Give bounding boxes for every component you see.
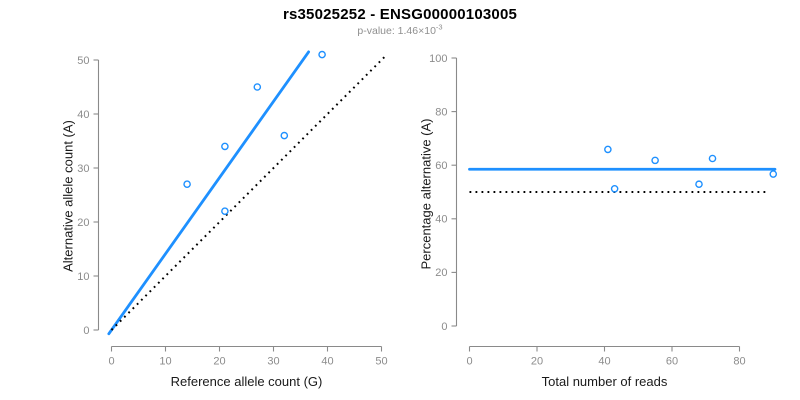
left-x-tick-label: 50 (375, 356, 387, 368)
right-y-tick-label: 40 (435, 214, 447, 226)
left-data-point (280, 131, 289, 140)
left-data-point (253, 83, 262, 91)
left-x-tick-label: 0 (108, 356, 114, 368)
right-y-tick-label: 100 (429, 53, 447, 65)
page-title: rs35025252 - ENSG00000103005 (282, 6, 518, 23)
right-x-axis-title: Total number of reads (541, 374, 668, 389)
left-y-tick-label: 20 (77, 217, 89, 229)
left-x-tick-label: 40 (321, 356, 333, 368)
right-y-tick-label: 80 (435, 106, 447, 118)
p-value-subtitle: p-value: 1.46×10-3 (0, 22, 800, 37)
left-y-tick-label: 0 (83, 325, 89, 337)
left-x-tick-label: 30 (267, 356, 279, 368)
right-x-tick-label: 60 (666, 356, 678, 368)
right-y-tick-label: 60 (435, 160, 447, 172)
right-y-tick-label: 0 (441, 321, 447, 333)
left-x-axis-title: Reference allele count (G) (170, 374, 323, 389)
p-value-exponent: -3 (435, 22, 443, 32)
left-x-tick-label: 20 (213, 356, 225, 368)
right-y-tick-label: 20 (435, 267, 447, 279)
p-value-text: p-value: 1.46×10 (357, 25, 436, 37)
right-data-point (610, 184, 619, 193)
right-y-axis-title: Percentage alternative (A) (418, 118, 434, 270)
right-data-point (769, 170, 778, 178)
left-y-tick-label: 50 (77, 55, 89, 67)
left-data-point (221, 207, 229, 215)
left-data-point (183, 180, 191, 188)
right-data-point (695, 180, 703, 189)
left-y-tick-label: 10 (77, 271, 89, 283)
left-y-axis-title: Alternative allele count (A) (60, 120, 76, 272)
right-data-point (651, 156, 659, 165)
left-y-tick-label: 30 (77, 163, 89, 175)
left-data-point (318, 50, 326, 59)
right-data-point (604, 145, 612, 154)
right-data-point (708, 154, 717, 163)
right-x-tick-label: 80 (733, 356, 745, 368)
right-x-tick-label: 20 (531, 356, 543, 368)
fit-line (107, 50, 311, 336)
right-x-tick-label: 40 (598, 356, 610, 368)
right-x-tick-label: 0 (466, 356, 472, 368)
identity-line (110, 53, 388, 331)
left-y-tick-label: 40 (77, 109, 89, 121)
left-data-point (221, 142, 229, 151)
left-x-tick-label: 10 (159, 356, 171, 368)
